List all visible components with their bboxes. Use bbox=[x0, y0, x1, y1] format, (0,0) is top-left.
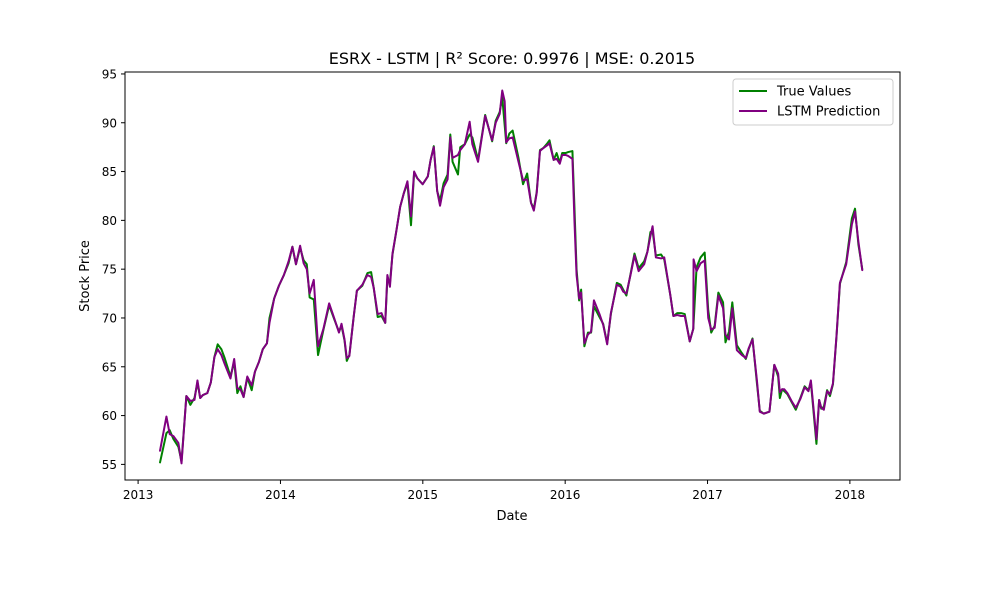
x-tick-label: 2018 bbox=[835, 488, 866, 502]
x-axis-label: Date bbox=[496, 509, 527, 524]
y-tick-label: 75 bbox=[102, 263, 117, 277]
y-tick-label: 55 bbox=[102, 458, 117, 472]
y-tick-label: 70 bbox=[102, 311, 117, 325]
y-tick-label: 80 bbox=[102, 214, 117, 228]
x-tick-label: 2014 bbox=[265, 488, 296, 502]
y-axis: 55 60 65 70 75 80 85 90 95 bbox=[102, 67, 125, 472]
x-tick-label: 2013 bbox=[123, 488, 154, 502]
x-tick-label: 2015 bbox=[408, 488, 439, 502]
y-tick-label: 85 bbox=[102, 165, 117, 179]
plot-frame bbox=[124, 71, 901, 481]
x-axis: 2013 2014 2015 2016 2017 2018 bbox=[123, 480, 865, 502]
chart-title: ESRX - LSTM | R² Score: 0.9976 | MSE: 0.… bbox=[329, 49, 695, 68]
y-tick-label: 65 bbox=[102, 360, 117, 374]
x-tick-label: 2016 bbox=[550, 488, 581, 502]
legend-label: True Values bbox=[776, 85, 851, 100]
y-tick-label: 60 bbox=[102, 409, 117, 423]
legend-label: LSTM Prediction bbox=[777, 105, 880, 120]
y-axis-label: Stock Price bbox=[78, 240, 93, 312]
y-tick-label: 95 bbox=[102, 67, 117, 81]
legend: True Values LSTM Prediction bbox=[732, 78, 894, 126]
series-line-lstm-prediction bbox=[159, 89, 864, 465]
y-tick-label: 90 bbox=[102, 116, 117, 130]
x-tick-label: 2017 bbox=[692, 488, 723, 502]
plot-area bbox=[159, 89, 864, 465]
legend-box bbox=[732, 78, 894, 126]
